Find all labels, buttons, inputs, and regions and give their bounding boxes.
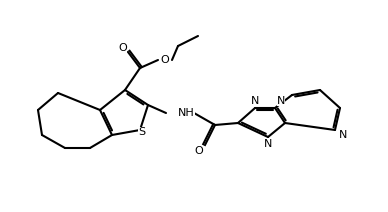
Text: S: S bbox=[139, 127, 146, 137]
Text: N: N bbox=[277, 96, 285, 106]
Text: O: O bbox=[161, 55, 170, 65]
Text: N: N bbox=[339, 130, 347, 140]
Text: N: N bbox=[251, 96, 259, 106]
Text: O: O bbox=[195, 146, 203, 156]
Text: O: O bbox=[119, 43, 127, 53]
Text: N: N bbox=[264, 139, 272, 149]
Text: NH: NH bbox=[178, 108, 195, 118]
